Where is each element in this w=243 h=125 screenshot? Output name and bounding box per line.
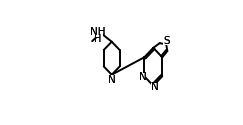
Text: N: N [108, 75, 116, 85]
Text: S: S [163, 36, 170, 46]
Text: N: N [139, 72, 147, 83]
Text: N: N [151, 82, 159, 92]
Text: NH: NH [90, 27, 105, 37]
Text: N: N [108, 75, 116, 85]
Text: NH: NH [90, 27, 105, 37]
Bar [163, 36, 170, 45]
Bar [108, 75, 115, 84]
Bar [151, 83, 158, 91]
Bar [93, 25, 103, 38]
Bar [139, 73, 146, 82]
Text: H: H [94, 34, 101, 44]
Text: H: H [94, 34, 101, 44]
Text: N: N [151, 82, 159, 92]
Text: S: S [163, 36, 170, 46]
Text: N: N [139, 72, 147, 83]
